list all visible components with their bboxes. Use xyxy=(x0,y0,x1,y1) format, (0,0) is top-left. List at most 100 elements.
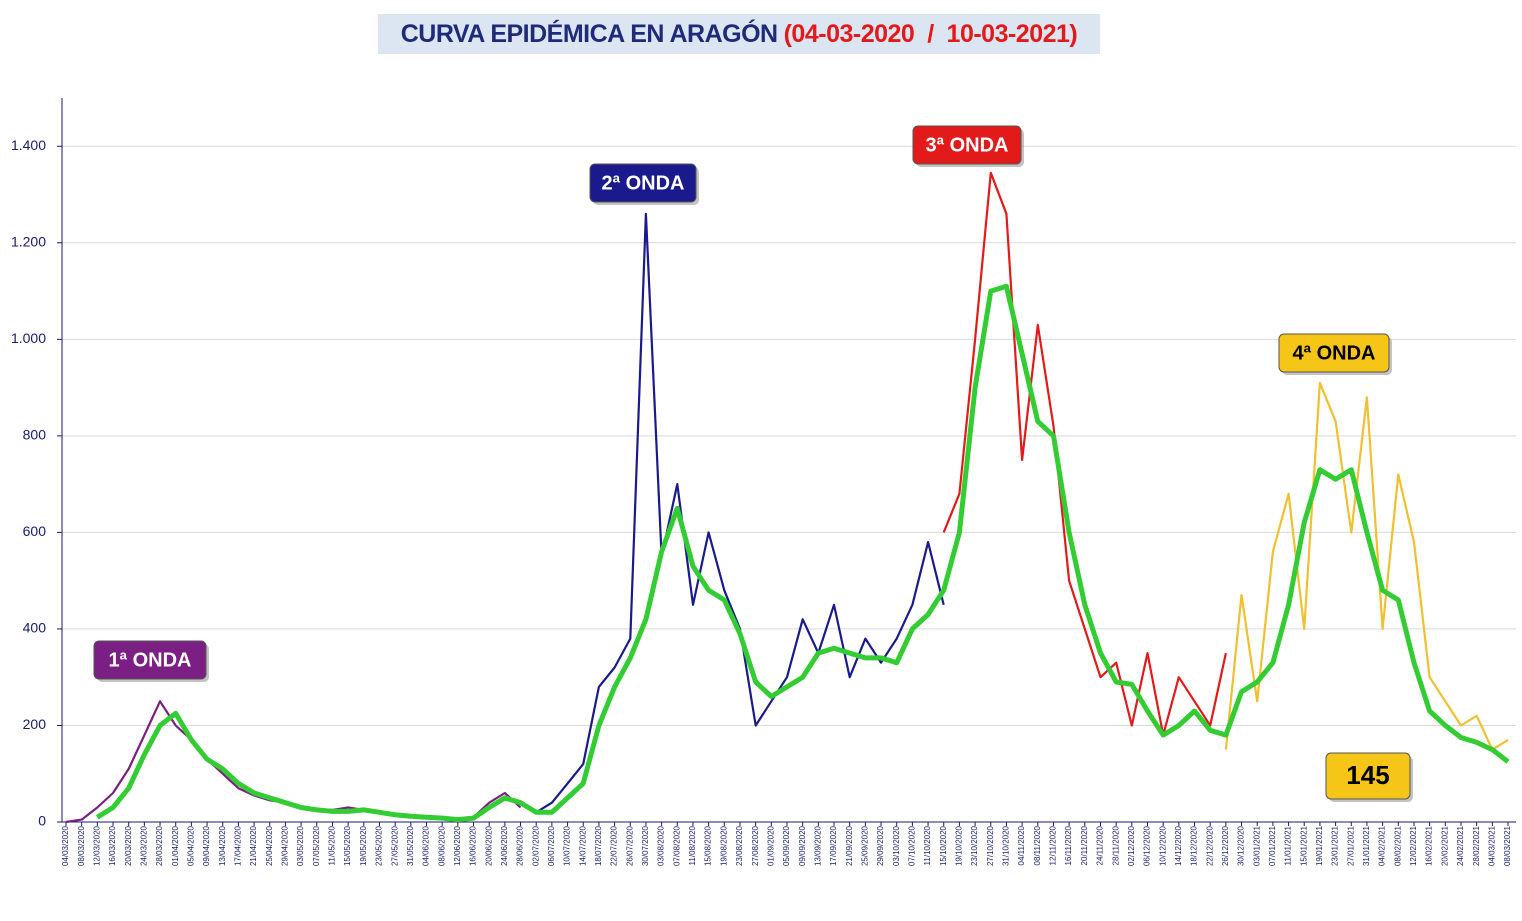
x-tick-label: 27/05/2020 xyxy=(390,825,399,866)
x-tick-label: 22/07/2020 xyxy=(610,825,619,866)
x-tick-label: 19/05/2020 xyxy=(359,825,368,866)
x-tick-label: 26/07/2020 xyxy=(625,825,634,866)
x-tick-label: 24/03/2020 xyxy=(139,825,148,866)
annotation: 4ª ONDA xyxy=(1293,342,1376,364)
x-tick-label: 03/05/2020 xyxy=(296,825,305,866)
x-tick-label: 08/11/2020 xyxy=(1033,825,1042,865)
x-tick-label: 01/09/2020 xyxy=(766,825,775,866)
x-tick-label: 12/11/2020 xyxy=(1049,825,1058,865)
x-tick-label: 31/01/2021 xyxy=(1362,825,1371,866)
x-tick-label: 28/11/2020 xyxy=(1111,825,1120,865)
y-tick-label: 1.200 xyxy=(11,234,46,250)
x-tick-label: 20/02/2021 xyxy=(1440,825,1449,866)
x-tick-label: 26/12/2020 xyxy=(1221,825,1230,866)
x-tick-label: 22/12/2020 xyxy=(1205,825,1214,866)
y-tick-label: 1.000 xyxy=(11,330,46,346)
x-tick-label: 12/06/2020 xyxy=(453,825,462,866)
x-tick-label: 25/09/2020 xyxy=(860,825,869,866)
x-tick-label: 27/10/2020 xyxy=(986,825,995,866)
x-tick-label: 09/09/2020 xyxy=(798,825,807,866)
trend-line xyxy=(95,283,1510,823)
x-tick-label: 20/03/2020 xyxy=(124,825,133,866)
x-tick-label: 19/08/2020 xyxy=(719,825,728,866)
annotation: 2ª ONDA xyxy=(602,172,685,194)
series-line xyxy=(942,171,1227,737)
x-tick-label: 09/04/2020 xyxy=(202,825,211,866)
series-line xyxy=(535,212,945,814)
x-tick-label: 12/02/2021 xyxy=(1409,825,1418,866)
x-tick-label: 23/05/2020 xyxy=(375,825,384,866)
chart-subtitle: (04-03-2020 / 10-03-2021) xyxy=(784,20,1078,48)
x-tick-label: 15/05/2020 xyxy=(343,825,352,866)
x-tick-label: 21/04/2020 xyxy=(249,825,258,866)
x-tick-label: 19/01/2021 xyxy=(1315,825,1324,866)
x-tick-label: 18/12/2020 xyxy=(1190,825,1199,866)
x-tick-label: 15/01/2021 xyxy=(1299,825,1308,866)
x-tick-label: 12/03/2020 xyxy=(92,825,101,866)
y-tick-label: 200 xyxy=(23,716,47,732)
x-tick-label: 14/07/2020 xyxy=(578,825,587,866)
title-background xyxy=(378,14,1100,54)
x-tick-label: 23/10/2020 xyxy=(970,825,979,866)
x-tick-label: 24/02/2021 xyxy=(1456,825,1465,866)
x-tick-label: 08/03/2021 xyxy=(1503,825,1512,866)
x-tick-label: 07/08/2020 xyxy=(672,825,681,866)
annotation: 1ª ONDA xyxy=(109,649,192,671)
chart-title-group: CURVA EPIDÉMICA EN ARAGÓN (04-03-2020 / 1… xyxy=(401,18,1078,48)
x-tick-label: 11/08/2020 xyxy=(688,825,697,865)
x-tick-label: 20/06/2020 xyxy=(484,825,493,866)
x-tick-label: 25/04/2020 xyxy=(265,825,274,866)
x-tick-label: 04/11/2020 xyxy=(1017,825,1026,865)
annotation: 145 xyxy=(1346,760,1389,790)
x-tick-label: 23/01/2021 xyxy=(1331,825,1340,866)
x-tick-label: 27/01/2021 xyxy=(1346,825,1355,866)
x-tick-label: 04/03/2020 xyxy=(61,825,70,866)
y-tick-label: 1.400 xyxy=(11,137,46,153)
chart-title: CURVA EPIDÉMICA EN ARAGÓN xyxy=(401,18,778,48)
annotation-box xyxy=(912,125,1022,165)
x-tick-label: 28/06/2020 xyxy=(516,825,525,866)
x-tick-label: 24/06/2020 xyxy=(500,825,509,866)
x-tick-label: 08/03/2020 xyxy=(77,825,86,866)
x-tick-label: 16/11/2020 xyxy=(1064,825,1073,865)
x-tick-label: 16/02/2021 xyxy=(1425,825,1434,866)
x-tick-label: 10/12/2020 xyxy=(1158,825,1167,866)
x-tick-label: 05/04/2020 xyxy=(187,825,196,866)
x-tick-label: 07/01/2021 xyxy=(1268,825,1277,866)
annotation-box xyxy=(1278,333,1390,373)
y-tick-label: 0 xyxy=(38,813,46,829)
x-tick-label: 13/09/2020 xyxy=(813,825,822,866)
x-tick-label: 28/03/2020 xyxy=(155,825,164,866)
x-tick-label: 02/12/2020 xyxy=(1127,825,1136,866)
x-tick-label: 15/08/2020 xyxy=(704,825,713,866)
x-tick-label: 30/07/2020 xyxy=(641,825,650,866)
x-tick-label: 24/11/2020 xyxy=(1096,825,1105,865)
annotation-box xyxy=(589,163,697,203)
x-tick-label: 02/07/2020 xyxy=(531,825,540,866)
annotation-box xyxy=(1325,752,1411,800)
x-tick-label: 04/02/2021 xyxy=(1378,825,1387,866)
x-tick-label: 19/10/2020 xyxy=(955,825,964,866)
x-tick-label: 13/04/2020 xyxy=(218,825,227,866)
x-tick-label: 11/05/2020 xyxy=(328,825,337,865)
x-tick-label: 31/05/2020 xyxy=(406,825,415,866)
x-tick-label: 16/03/2020 xyxy=(108,825,117,866)
y-tick-label: 400 xyxy=(23,620,47,636)
x-tick-label: 16/06/2020 xyxy=(469,825,478,866)
x-tick-label: 03/08/2020 xyxy=(657,825,666,866)
x-tick-label: 28/02/2021 xyxy=(1472,825,1481,866)
x-tick-label: 10/07/2020 xyxy=(563,825,572,866)
x-tick-label: 07/10/2020 xyxy=(908,825,917,866)
x-tick-label: 21/09/2020 xyxy=(845,825,854,866)
x-tick-label: 23/08/2020 xyxy=(735,825,744,866)
x-tick-label: 06/12/2020 xyxy=(1143,825,1152,866)
x-tick-label: 20/11/2020 xyxy=(1080,825,1089,865)
x-tick-label: 27/08/2020 xyxy=(751,825,760,866)
annotation: 3ª ONDA xyxy=(926,134,1009,156)
x-tick-label: 03/10/2020 xyxy=(892,825,901,866)
x-tick-label: 17/04/2020 xyxy=(234,825,243,866)
y-tick-label: 800 xyxy=(23,427,47,443)
annotation-box xyxy=(93,640,207,680)
y-tick-label: 600 xyxy=(23,523,47,539)
